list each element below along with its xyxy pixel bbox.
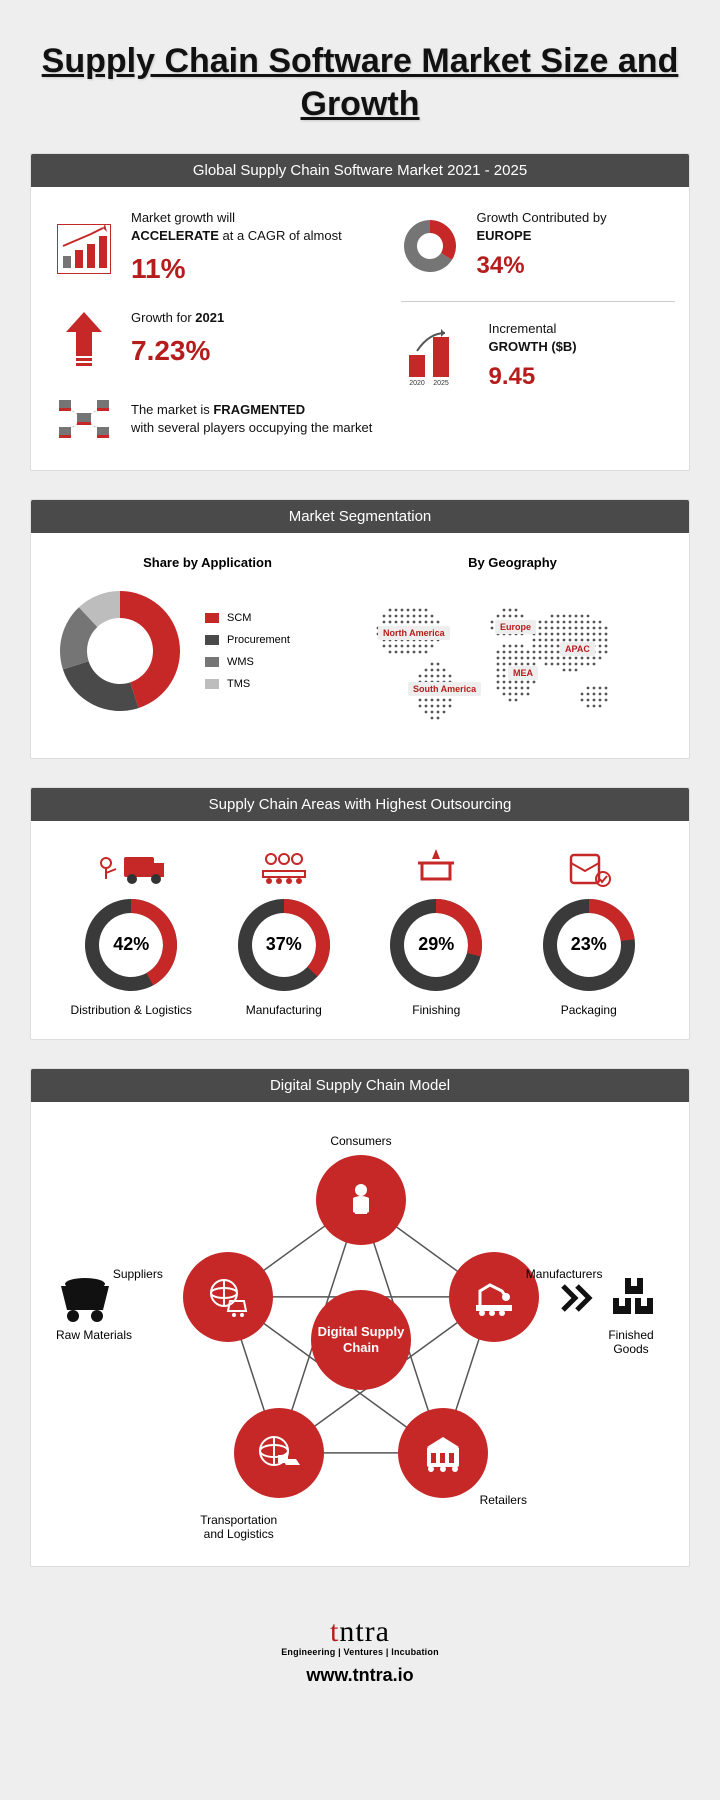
legend-item: TMS <box>205 678 290 690</box>
share-legend: SCM Procurement WMS TMS <box>205 612 290 690</box>
outsource-icon <box>61 843 201 887</box>
dsc-node <box>183 1252 273 1342</box>
legend-item: WMS <box>205 656 290 668</box>
region-eu: Europe <box>495 620 536 634</box>
dsc-node-label: Consumers <box>311 1134 411 1148</box>
outsource-icon <box>214 843 354 887</box>
cagr-value: 11% <box>131 249 342 288</box>
brand-logo: tntra <box>30 1615 690 1649</box>
outsource-item: 42%Distribution & Logistics <box>61 843 201 1017</box>
stat-fragmented: The market is FRAGMENTED with several pl… <box>55 390 391 448</box>
g2021-value: 7.23% <box>131 331 224 370</box>
dsc-node-label: Manufacturers <box>514 1267 614 1281</box>
dsc-center: Digital Supply Chain <box>311 1290 411 1390</box>
stat-incremental: 2020 2025 Incremental GROWTH ($B) 9.45 <box>401 320 676 394</box>
finished-goods-label: Finished Goods <box>591 1328 671 1356</box>
dsc-node <box>316 1155 406 1245</box>
legend-item: Procurement <box>205 634 290 646</box>
growth-chart-icon <box>55 220 113 278</box>
eu-value: 34% <box>477 249 607 283</box>
eu-bold: EUROPE <box>477 228 532 243</box>
frag-pre: The market is <box>131 402 213 417</box>
legend-item: SCM <box>205 612 290 624</box>
stat-growth-2021: Growth for 2021 7.23% <box>55 309 391 370</box>
region-na: North America <box>378 626 450 640</box>
outsource-item: 37%Manufacturing <box>214 843 354 1017</box>
arrow-up-icon <box>55 310 113 368</box>
share-donut-chart <box>55 586 185 716</box>
inc-bold: GROWTH ($B) <box>489 339 577 354</box>
panel-header: Digital Supply Chain Model <box>31 1069 689 1102</box>
eu-pre: Growth Contributed by <box>477 210 607 225</box>
panel-header: Market Segmentation <box>31 500 689 533</box>
bar-growth-icon: 2020 2025 <box>401 328 471 386</box>
panel-digital-model: Digital Supply Chain Model Consumers Manu… <box>30 1068 690 1567</box>
dsc-node <box>398 1408 488 1498</box>
outsource-icon <box>519 843 659 887</box>
digital-supply-chain-diagram: Consumers Manufacturers Retailers Transport… <box>55 1124 665 1544</box>
cagr-pre: Market growth will <box>131 210 235 225</box>
inc-pre: Incremental <box>489 321 557 336</box>
frag-post: with several players occupying the marke… <box>131 420 372 435</box>
page-title: Supply Chain Software Market Size and Gr… <box>30 40 690 125</box>
network-icon <box>55 390 113 448</box>
geo-title: By Geography <box>360 555 665 570</box>
panel-global-market: Global Supply Chain Software Market 2021… <box>30 153 690 471</box>
brand-tagline: Engineering | Ventures | Incubation <box>30 1647 690 1657</box>
raw-materials-label: Raw Materials <box>49 1328 139 1342</box>
dsc-node-label: Transportation and Logistics <box>189 1513 289 1541</box>
finished-goods-icon <box>601 1274 665 1329</box>
panel-header: Global Supply Chain Software Market 2021… <box>31 154 689 187</box>
footer: tntra Engineering | Ventures | Incubatio… <box>30 1595 690 1696</box>
region-sa: South America <box>408 682 481 696</box>
panel-outsourcing: Supply Chain Areas with Highest Outsourc… <box>30 787 690 1040</box>
region-mea: MEA <box>508 666 538 680</box>
brand-url: www.tntra.io <box>30 1665 690 1686</box>
g2021-pre: Growth for <box>131 310 195 325</box>
frag-bold: FRAGMENTED <box>213 402 305 417</box>
dsc-node <box>449 1252 539 1342</box>
raw-materials-icon <box>55 1274 115 1329</box>
dsc-node-label: Retailers <box>453 1493 553 1507</box>
divider <box>401 301 676 302</box>
world-map: North America Europe APAC South America … <box>360 586 640 736</box>
panel-header: Supply Chain Areas with Highest Outsourc… <box>31 788 689 821</box>
stat-europe: Growth Contributed by EUROPE 34% <box>401 209 676 283</box>
outsource-icon <box>366 843 506 887</box>
dsc-node <box>234 1408 324 1498</box>
outsource-item: 23%Packaging <box>519 843 659 1017</box>
chevron-right-icon <box>561 1284 595 1317</box>
svg-text:2020: 2020 <box>409 380 425 387</box>
g2021-bold: 2021 <box>195 310 224 325</box>
cagr-post: at a CAGR of almost <box>219 228 342 243</box>
outsource-item: 29%Finishing <box>366 843 506 1017</box>
inc-value: 9.45 <box>489 360 577 394</box>
region-apac: APAC <box>560 642 595 656</box>
panel-segmentation: Market Segmentation Share by Application… <box>30 499 690 759</box>
share-title: Share by Application <box>55 555 360 570</box>
donut-europe-icon <box>401 217 459 275</box>
svg-text:2025: 2025 <box>433 380 449 387</box>
stat-cagr: Market growth will ACCELERATE at a CAGR … <box>55 209 391 289</box>
cagr-bold: ACCELERATE <box>131 228 219 243</box>
